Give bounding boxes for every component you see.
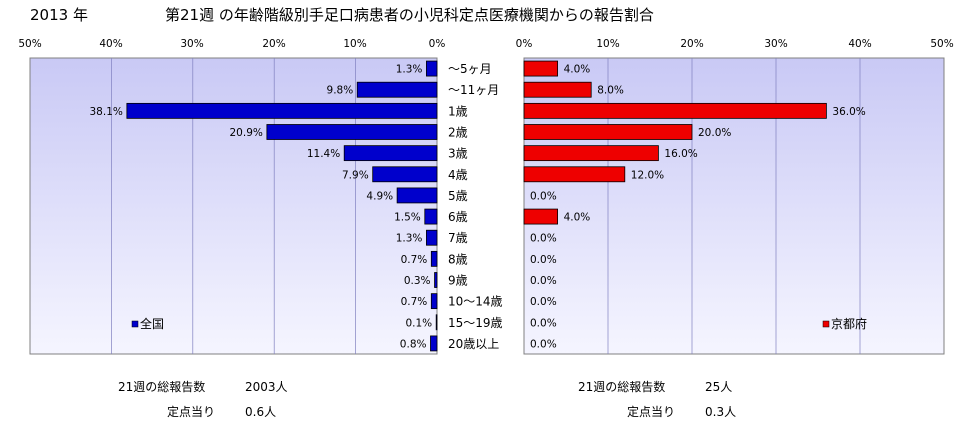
- national-value-label: 0.8%: [400, 338, 427, 350]
- national-bar: [426, 60, 438, 77]
- kyoto-bar: [523, 60, 558, 77]
- age-category-label: ～5ヶ月: [448, 62, 492, 76]
- national-value-label: 1.3%: [396, 64, 423, 76]
- kyoto-value-label: 4.0%: [564, 64, 591, 76]
- kyoto-total-label: 21週の総報告数: [578, 380, 666, 394]
- kyoto-legend-label: 京都府: [831, 316, 867, 331]
- age-category-label: 10～14歳: [448, 295, 503, 309]
- kyoto-legend-swatch: [822, 320, 830, 328]
- kyoto-value-label: 0.0%: [530, 254, 557, 266]
- kyoto-bar: [523, 166, 626, 183]
- age-category-label: 2歳: [448, 126, 468, 140]
- national-value-label: 11.4%: [307, 148, 340, 160]
- national-legend-swatch: [131, 320, 139, 328]
- kyoto-bar: [523, 81, 592, 98]
- kyoto-value-label: 20.0%: [698, 127, 731, 139]
- kyoto-bar: [523, 124, 693, 140]
- national-value-label: 1.3%: [396, 233, 423, 245]
- national-total-value: 2003人: [245, 380, 288, 394]
- kyoto-value-label: 0.0%: [530, 338, 557, 350]
- national-value-label: 9.8%: [327, 85, 354, 97]
- kyoto-value-label: 16.0%: [664, 148, 697, 160]
- right-tick-label: 50%: [930, 38, 954, 50]
- national-value-label: 1.5%: [394, 212, 421, 224]
- national-per-point-value: 0.6人: [245, 405, 277, 419]
- left-tick-label: 10%: [343, 38, 367, 50]
- kyoto-value-label: 0.0%: [530, 233, 557, 245]
- kyoto-value-label: 36.0%: [832, 106, 865, 118]
- kyoto-total-value: 25人: [705, 380, 733, 394]
- national-bar: [266, 124, 438, 140]
- right-tick-label: 20%: [680, 38, 704, 50]
- left-tick-label: 20%: [262, 38, 286, 50]
- age-category-label: 15～19歳: [448, 316, 503, 330]
- year-label: 2013 年: [30, 6, 88, 24]
- national-value-label: 0.7%: [401, 296, 428, 308]
- kyoto-plot-area: [523, 57, 945, 355]
- kyoto-value-label: 4.0%: [564, 212, 591, 224]
- left-tick-label: 50%: [18, 38, 42, 50]
- kyoto-value-label: 0.0%: [530, 317, 557, 329]
- age-category-label: 3歳: [448, 147, 468, 161]
- age-category-label: 9歳: [448, 274, 468, 288]
- national-bar: [424, 208, 438, 225]
- national-value-label: 0.3%: [404, 275, 431, 287]
- national-value-label: 7.9%: [342, 169, 369, 181]
- age-category-label: 7歳: [448, 231, 468, 245]
- age-category-label: 5歳: [448, 189, 468, 203]
- age-category-label: 1歳: [448, 104, 468, 118]
- national-plot-area: [29, 57, 438, 355]
- national-bar: [430, 250, 438, 267]
- national-bar: [343, 145, 438, 162]
- kyoto-bar: [523, 102, 827, 119]
- national-value-label: 0.7%: [401, 254, 428, 266]
- national-value-label: 20.9%: [230, 127, 263, 139]
- kyoto-value-label: 8.0%: [597, 85, 624, 97]
- kyoto-value-label: 0.0%: [530, 190, 557, 202]
- left-tick-label: 0%: [428, 38, 446, 50]
- national-value-label: 38.1%: [90, 106, 123, 118]
- kyoto-per-point-label: 定点当り: [627, 405, 676, 419]
- kyoto-value-label: 0.0%: [530, 275, 557, 287]
- national-bar: [396, 187, 438, 204]
- national-per-point-label: 定点当り: [167, 405, 216, 419]
- left-tick-label: 40%: [99, 38, 123, 50]
- right-tick-label: 10%: [596, 38, 620, 50]
- age-category-label: 8歳: [448, 252, 468, 266]
- kyoto-value-label: 0.0%: [530, 296, 557, 308]
- kyoto-value-label: 12.0%: [631, 169, 664, 181]
- right-tick-label: 0%: [515, 38, 533, 50]
- national-legend-label: 全国: [140, 316, 164, 331]
- national-bar: [435, 314, 438, 331]
- national-bar: [430, 335, 438, 352]
- right-tick-label: 40%: [848, 38, 872, 50]
- age-category-label: 20歳以上: [448, 337, 499, 351]
- national-bar: [356, 81, 438, 98]
- national-bar: [426, 229, 438, 246]
- national-total-label: 21週の総報告数: [118, 380, 206, 394]
- national-bar: [126, 102, 438, 119]
- age-category-label: ～11ヶ月: [448, 83, 499, 97]
- national-value-label: 4.9%: [366, 190, 393, 202]
- right-tick-label: 30%: [764, 38, 788, 50]
- national-bar: [372, 166, 438, 183]
- kyoto-bar: [523, 208, 558, 225]
- left-tick-label: 30%: [180, 38, 204, 50]
- age-category-label: 6歳: [448, 210, 468, 224]
- chart-title: 第21週 の年齢階級別手足口病患者の小児科定点医療機関からの報告割合: [165, 6, 654, 24]
- national-value-label: 0.1%: [405, 317, 432, 329]
- kyoto-per-point-value: 0.3人: [705, 405, 737, 419]
- national-bar: [430, 293, 438, 310]
- national-bar: [434, 272, 438, 288]
- age-category-label: 4歳: [448, 168, 468, 182]
- kyoto-bar: [523, 145, 659, 162]
